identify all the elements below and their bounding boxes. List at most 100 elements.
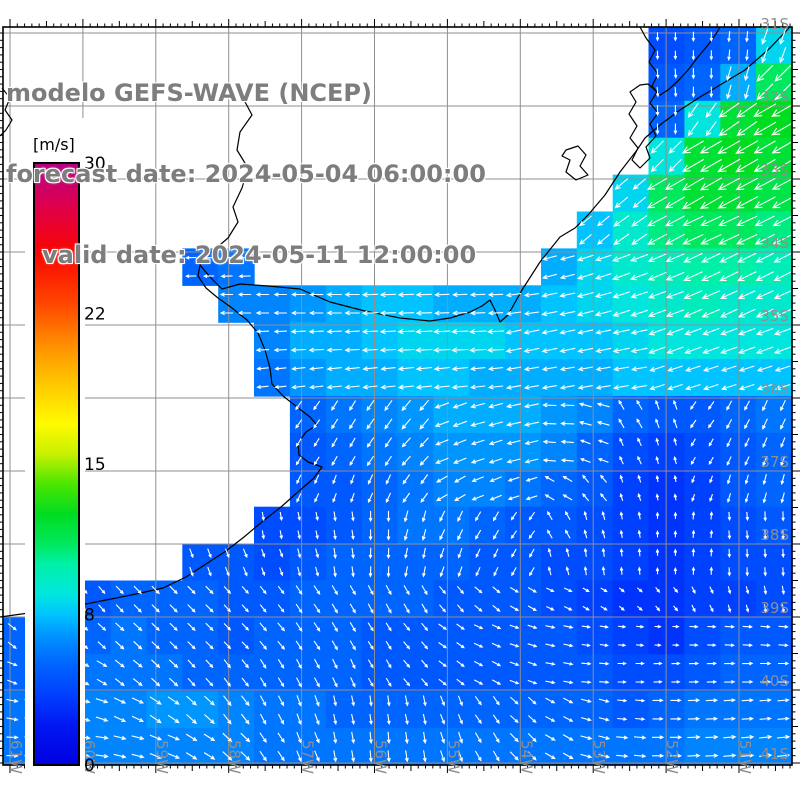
wind-arrow xyxy=(474,714,482,725)
latitude-label: 32S xyxy=(760,88,789,106)
wind-arrow xyxy=(726,84,732,100)
wind-arrow xyxy=(259,659,267,669)
wind-arrow xyxy=(673,455,677,465)
wind-arrow xyxy=(274,385,287,390)
wind-arrow xyxy=(457,547,463,559)
wind-arrow xyxy=(673,399,678,410)
wind-arrow xyxy=(717,158,741,173)
wind-arrow xyxy=(560,458,574,463)
wind-arrow xyxy=(735,158,759,173)
wind-arrow xyxy=(724,643,735,648)
wind-arrow xyxy=(95,716,109,722)
wind-arrow xyxy=(665,271,685,281)
longitude-label: 57W xyxy=(299,740,317,774)
wind-arrow xyxy=(457,695,463,707)
wind-arrow xyxy=(259,585,267,595)
wind-arrow xyxy=(440,750,446,763)
wind-arrow xyxy=(7,679,18,685)
wind-arrow xyxy=(527,643,538,648)
sea-cell xyxy=(505,580,542,618)
wind-arrow xyxy=(723,734,737,740)
wind-arrow xyxy=(580,698,592,703)
latitude-label: 31S xyxy=(760,15,789,33)
wind-arrow xyxy=(741,698,754,703)
wind-arrow xyxy=(736,121,758,137)
wind-arrow xyxy=(619,511,624,520)
wind-arrow xyxy=(379,347,397,353)
sea-cell xyxy=(541,506,578,545)
wind-arrow xyxy=(595,384,611,390)
wind-arrow xyxy=(238,274,251,279)
wind-arrow xyxy=(7,661,18,667)
wind-arrow xyxy=(505,311,522,316)
wind-arrow xyxy=(185,255,197,260)
wind-arrow xyxy=(510,530,518,540)
wind-arrow xyxy=(133,640,143,650)
wind-arrow xyxy=(636,587,643,593)
sea-cell xyxy=(289,728,327,766)
wind-direction-arrows xyxy=(6,28,795,763)
sea-cell xyxy=(146,691,183,729)
wind-arrow xyxy=(701,271,721,281)
wind-arrow xyxy=(344,366,360,372)
sea-cell xyxy=(576,617,614,655)
wind-arrow xyxy=(742,643,753,648)
wind-arrow xyxy=(224,566,230,577)
sea-cell xyxy=(254,691,291,729)
wind-arrow xyxy=(542,439,556,445)
wind-arrow xyxy=(655,50,660,60)
wind-arrow xyxy=(635,661,645,666)
wind-arrow xyxy=(635,717,646,721)
wind-arrow xyxy=(709,50,714,61)
wind-arrow xyxy=(505,329,522,335)
wind-arrow xyxy=(404,547,409,559)
wind-arrow xyxy=(223,604,232,613)
sea-cell xyxy=(756,396,793,434)
sea-cell xyxy=(469,617,506,655)
wind-arrow xyxy=(755,308,774,318)
wind-arrow xyxy=(630,384,648,390)
wind-arrow xyxy=(701,290,721,300)
wind-arrow xyxy=(332,493,337,503)
sea-cell xyxy=(397,543,434,582)
wind-arrow xyxy=(582,587,590,593)
wind-arrow xyxy=(673,105,678,117)
sea-cell xyxy=(469,432,506,471)
wind-arrow xyxy=(665,233,685,245)
wind-arrow xyxy=(673,68,678,79)
wind-arrow xyxy=(582,493,590,502)
wind-arrow xyxy=(672,624,680,629)
wind-arrow xyxy=(777,734,791,740)
wind-arrow xyxy=(771,140,794,154)
wind-arrow xyxy=(736,102,758,118)
rio-uruguay-river xyxy=(199,99,253,266)
wind-arrow xyxy=(664,196,686,209)
wind-arrow xyxy=(469,366,486,372)
wind-arrow xyxy=(492,529,500,540)
wind-arrow xyxy=(297,530,301,540)
wind-arrow xyxy=(673,32,678,42)
sea-cell xyxy=(469,359,506,397)
wind-arrow xyxy=(705,716,719,721)
wind-arrow xyxy=(435,494,448,502)
wind-arrow xyxy=(717,177,741,191)
wind-arrow xyxy=(612,309,630,317)
colorbar-tick-label: 15 xyxy=(84,455,106,475)
wind-arrow xyxy=(279,530,284,540)
wind-arrow xyxy=(452,292,468,298)
sea-cell xyxy=(361,506,399,545)
wind-arrow xyxy=(415,347,433,353)
wind-arrow xyxy=(509,679,520,685)
wind-arrow xyxy=(760,661,772,666)
wind-arrow xyxy=(753,158,776,173)
wind-arrow xyxy=(564,510,571,521)
wind-arrow xyxy=(492,695,500,706)
wind-arrow xyxy=(771,196,794,209)
wind-arrow xyxy=(439,566,445,578)
wind-arrow xyxy=(630,366,648,372)
wind-arrow xyxy=(505,292,522,298)
wind-arrow xyxy=(367,492,374,504)
wind-arrow xyxy=(434,420,450,428)
wind-arrow xyxy=(151,659,161,669)
wind-arrow xyxy=(763,604,768,614)
